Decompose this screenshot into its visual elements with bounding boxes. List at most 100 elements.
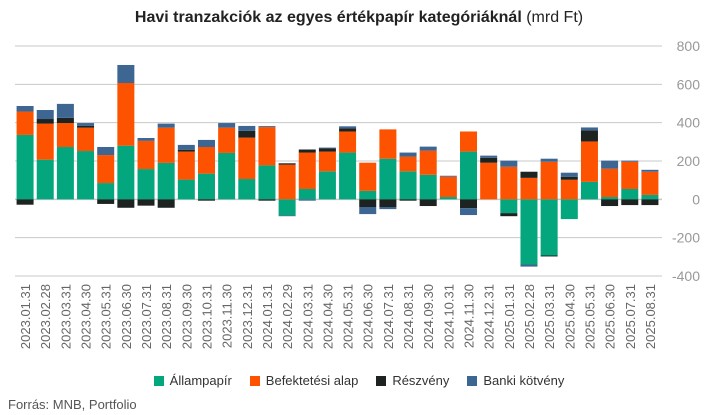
bar-segment (157, 123, 175, 128)
x-tick-label: 2025.02.28 (522, 284, 537, 349)
bar-segment (197, 139, 215, 148)
bar-segment (298, 152, 316, 189)
bar-segment (359, 190, 377, 200)
bar-segment (560, 199, 578, 220)
bar-segment (601, 197, 619, 200)
bar-segment (238, 125, 256, 131)
bar-segment (16, 111, 34, 135)
x-tick-label: 2024.11.30 (462, 284, 477, 348)
bar-segment (399, 156, 417, 172)
bar-segment (56, 147, 74, 200)
x-tick-label: 2023.08.31 (159, 284, 174, 349)
bar-segment (359, 162, 377, 191)
x-tick-label: 2025.07.31 (623, 284, 638, 349)
bar-segment (238, 137, 256, 180)
bar-segment (117, 82, 135, 146)
legend-swatch (376, 376, 387, 386)
bar-segment (278, 199, 296, 216)
bar-segment (419, 146, 437, 151)
bar-segment (318, 147, 336, 149)
bar-segment (177, 149, 195, 152)
bar-segment (318, 171, 336, 200)
bar-segment (36, 159, 54, 200)
legend-swatch (249, 376, 260, 386)
legend-swatch (467, 376, 478, 386)
bar-segment (339, 152, 357, 200)
y-tick-label: -400 (672, 268, 700, 284)
bar-segment (16, 105, 34, 112)
bar-segment (117, 64, 135, 83)
x-tick-label: 2024.04.30 (320, 284, 335, 349)
bar-segment (177, 144, 195, 150)
bar-segment (480, 155, 498, 158)
x-tick-label: 2024.09.30 (421, 284, 436, 349)
bar-segment (97, 155, 115, 184)
x-tick-label: 2023.11.30 (220, 284, 235, 348)
x-tick-label: 2025.04.30 (562, 284, 577, 349)
x-tick-label: 2025.06.30 (603, 284, 618, 349)
bar-segment (117, 199, 135, 208)
x-tick-label: 2023.04.30 (79, 284, 94, 349)
y-tick-label: 800 (677, 38, 701, 54)
bar-segment (77, 125, 95, 128)
source-note: Forrás: MNB, Portfolio (8, 397, 137, 412)
x-tick-label: 2023.05.31 (99, 284, 114, 349)
legend-item: Állampapír (153, 373, 232, 388)
bar-segment (419, 199, 437, 207)
y-tick-label: 0 (692, 191, 700, 207)
bar-segment (56, 103, 74, 118)
bar-segment (278, 163, 296, 165)
bar-segment (77, 151, 95, 200)
bar-segment (56, 117, 74, 124)
bar-segment (621, 161, 639, 189)
legend-item: Befektetési alap (249, 373, 358, 388)
bar-segment (460, 131, 478, 152)
bar-segment (540, 158, 558, 162)
x-tick-label: 2024.01.31 (260, 284, 275, 349)
bar-segment (379, 199, 397, 207)
bar-segment (238, 130, 256, 138)
y-tick-label: 200 (677, 153, 701, 169)
x-tick-label: 2024.06.30 (361, 284, 376, 349)
bar-segment (117, 145, 135, 200)
bar-segment (16, 134, 34, 200)
bar-segment (157, 127, 175, 163)
legend-label: Állampapír (169, 373, 232, 388)
bar-segment (399, 152, 417, 157)
bar-segment (460, 199, 478, 209)
x-tick-label: 2023.12.31 (240, 284, 255, 349)
bar-segment (560, 179, 578, 200)
x-tick-label: 2024.07.31 (381, 284, 396, 349)
bar-segment (77, 127, 95, 152)
bar-segment (197, 199, 215, 201)
bar-segment (560, 176, 578, 180)
title-unit: (mrd Ft) (526, 9, 584, 26)
bar-segment (500, 166, 518, 200)
x-tick-label: 2023.07.31 (139, 284, 154, 349)
chart-title: Havi tranzakciók az egyes értékpapír kat… (0, 9, 718, 27)
legend: Állampapír Befektetési alap Részvény Banki … (0, 373, 718, 388)
bar-segment (540, 255, 558, 257)
bar-segment (258, 199, 276, 201)
bar-segment (641, 194, 659, 200)
bar-segment (460, 208, 478, 216)
bar-segment (258, 127, 276, 166)
bar-segment (601, 168, 619, 198)
bar-segment (36, 123, 54, 160)
bar-segment (560, 172, 578, 177)
bar-segment (480, 157, 498, 163)
bar-segment (540, 199, 558, 256)
bar-segment (197, 173, 215, 200)
legend-swatch (153, 376, 164, 386)
bar-segment (520, 264, 538, 267)
bar-segment (641, 169, 659, 172)
bar-segment (56, 123, 74, 148)
x-tick-label: 2024.08.31 (401, 284, 416, 349)
bar-segment (439, 176, 457, 198)
x-tick-label: 2023.02.28 (38, 284, 53, 349)
bar-segment (137, 169, 155, 200)
x-tick-label: 2023.06.30 (119, 284, 134, 349)
bar-segment (97, 183, 115, 200)
bar-segment (318, 148, 336, 152)
bar-segment (177, 179, 195, 200)
